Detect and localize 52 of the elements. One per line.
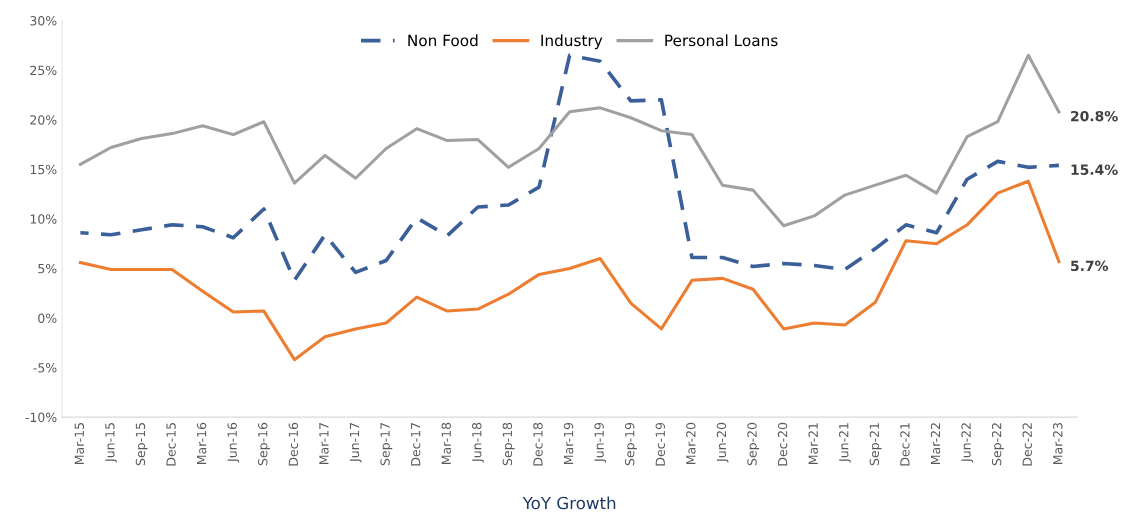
x-tick-label: Mar-18 bbox=[441, 422, 451, 464]
x-tick-label: Mar-20 bbox=[686, 422, 696, 464]
legend-label: Personal Loans bbox=[665, 34, 778, 47]
x-tick-label: Mar-23 bbox=[1053, 423, 1063, 464]
data-label: 5.7% bbox=[1071, 260, 1109, 272]
x-tick-label: Dec-19 bbox=[655, 422, 665, 466]
x-tick-label: Mar-21 bbox=[808, 423, 818, 464]
x-tick-label: Sep-15 bbox=[135, 423, 148, 466]
x-tick-label: Jun-16 bbox=[227, 422, 240, 463]
legend-label: Non Food bbox=[408, 34, 478, 47]
y-tick-label: 15% bbox=[30, 164, 57, 175]
legend-label: Industry bbox=[541, 34, 603, 50]
x-tick-label: Sep-19 bbox=[624, 422, 637, 466]
x-tick-label: Mar-15 bbox=[74, 423, 85, 464]
x-tick-label: Mar-17 bbox=[319, 423, 329, 464]
line-series bbox=[78, 53, 1061, 283]
x-tick-label: Sep-20 bbox=[747, 422, 760, 466]
x-tick-label: Dec-15 bbox=[166, 423, 176, 466]
y-tick-label: -10% bbox=[25, 412, 57, 423]
x-tick-label: Mar-19 bbox=[563, 422, 574, 464]
y-tick-label: 20% bbox=[30, 115, 57, 125]
x-axis-title: YoY Growth bbox=[522, 496, 616, 510]
x-tick-label: Mar-16 bbox=[196, 422, 207, 464]
y-tick-label: 25% bbox=[30, 65, 57, 76]
x-tick-label: Jun-22 bbox=[961, 423, 974, 463]
data-label: 15.4% bbox=[1071, 164, 1118, 175]
line-series bbox=[78, 53, 1061, 228]
x-tick-label: Jun-17 bbox=[349, 423, 362, 463]
x-tick-label: Sep-16 bbox=[258, 422, 270, 466]
y-tick-label: -5% bbox=[33, 363, 57, 373]
x-tick-label: Sep-22 bbox=[991, 423, 1004, 466]
x-tick-label: Jun-21 bbox=[839, 423, 851, 463]
x-tick-label: Jun-18 bbox=[472, 422, 484, 463]
x-tick-label: Dec-21 bbox=[900, 423, 910, 466]
x-tick-label: Mar-22 bbox=[930, 423, 941, 464]
x-tick-label: Sep-18 bbox=[502, 422, 515, 466]
x-tick-label: Sep-17 bbox=[380, 423, 393, 466]
x-tick-label: Dec-20 bbox=[777, 422, 788, 466]
x-tick-label: Sep-21 bbox=[869, 423, 882, 466]
x-tick-label: Dec-16 bbox=[288, 422, 299, 466]
x-tick-label: Dec-18 bbox=[533, 422, 543, 466]
x-tick-label: Jun-20 bbox=[716, 422, 729, 463]
x-tick-label: Dec-17 bbox=[411, 423, 421, 466]
x-tick-label: Jun-19 bbox=[594, 422, 607, 463]
y-tick-label: 10% bbox=[30, 214, 57, 224]
x-tick-label: Jun-15 bbox=[105, 423, 117, 463]
y-tick-label: 5% bbox=[38, 263, 57, 274]
data-label: 20.8% bbox=[1071, 110, 1118, 122]
x-tick-label: Dec-22 bbox=[1022, 423, 1032, 466]
y-tick-label: 0% bbox=[38, 313, 57, 323]
line-series bbox=[78, 179, 1061, 362]
y-tick-label: 30% bbox=[30, 16, 57, 26]
